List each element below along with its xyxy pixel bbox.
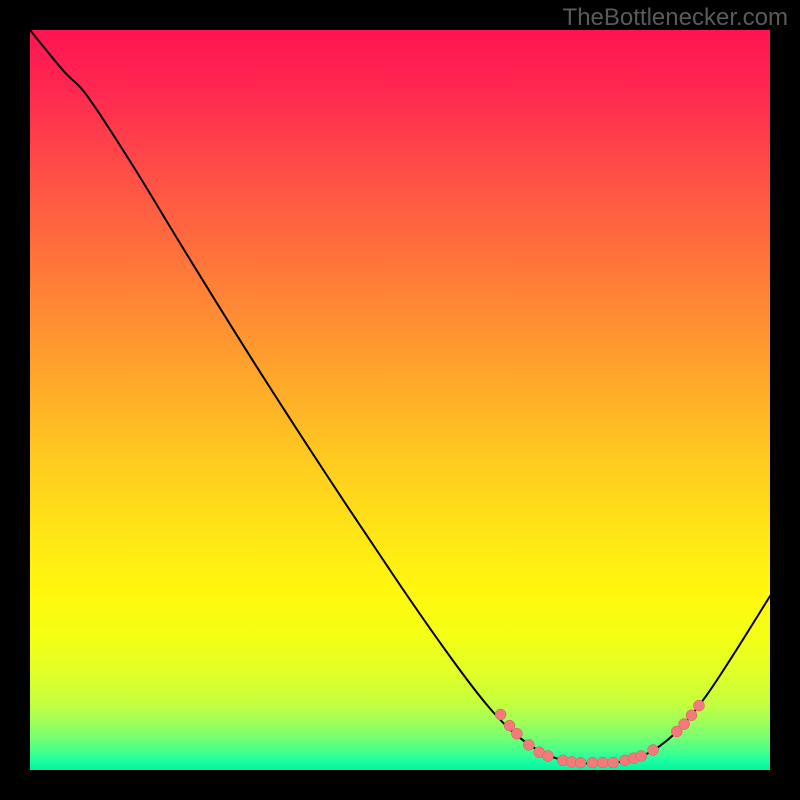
data-marker	[587, 757, 598, 768]
chart-container: TheBottlenecker.com	[0, 0, 800, 800]
data-marker	[543, 750, 554, 761]
data-marker	[575, 757, 586, 768]
data-marker	[679, 719, 690, 730]
data-marker	[636, 750, 647, 761]
data-marker	[511, 728, 522, 739]
data-marker	[686, 710, 697, 721]
data-marker	[523, 739, 534, 750]
data-marker	[648, 745, 659, 756]
data-marker	[693, 700, 704, 711]
data-marker	[608, 757, 619, 768]
data-marker	[495, 709, 506, 720]
gradient-background	[30, 30, 770, 770]
data-marker	[597, 757, 608, 768]
watermark-text: TheBottlenecker.com	[563, 4, 788, 32]
bottleneck-chart	[0, 0, 800, 800]
